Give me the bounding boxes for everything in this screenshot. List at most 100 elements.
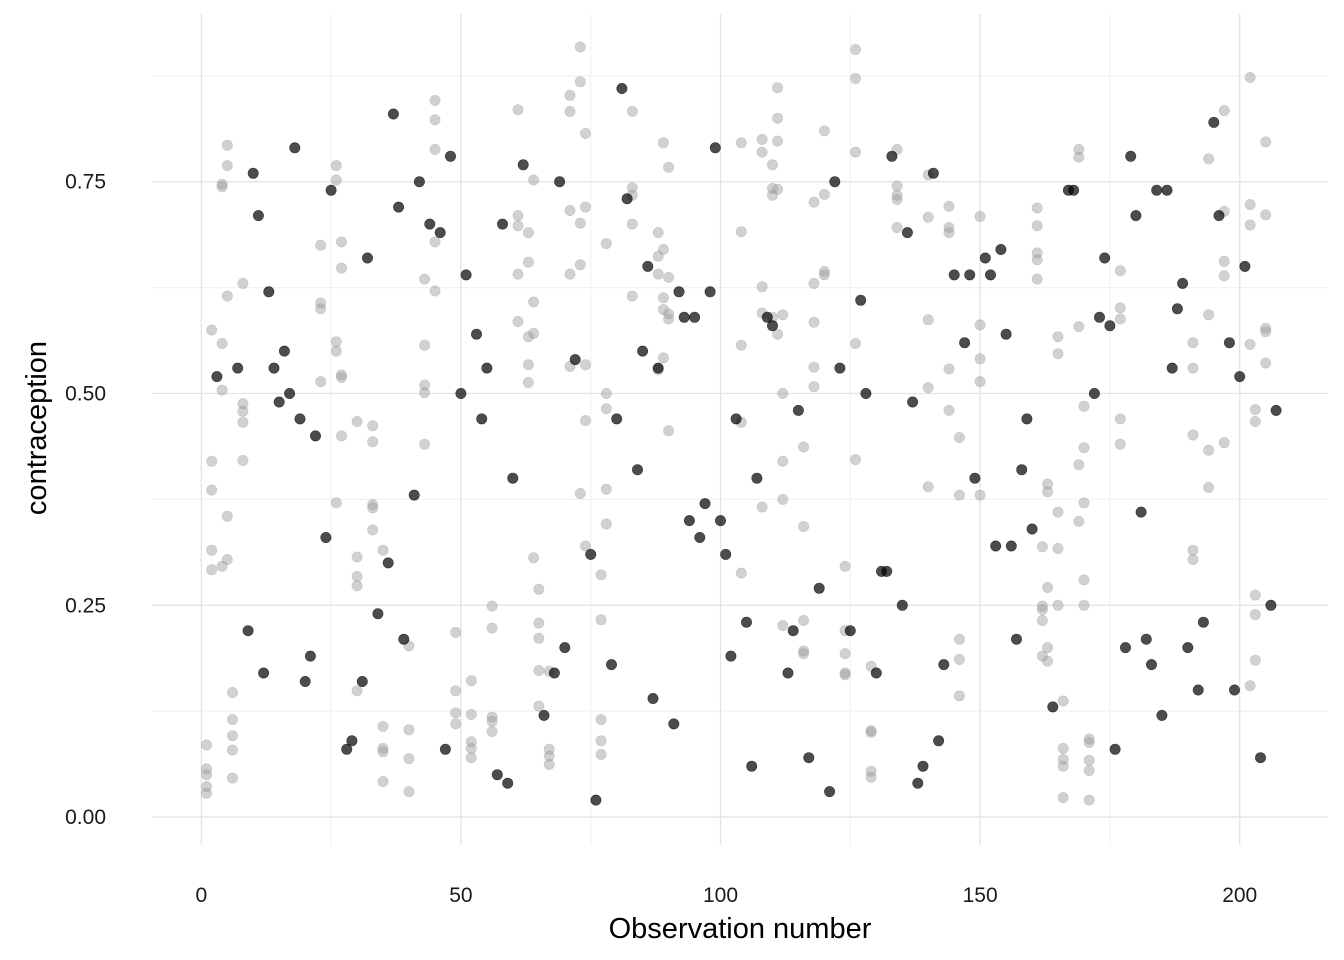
light-data-point — [216, 384, 228, 396]
light-data-point — [798, 648, 810, 660]
light-data-point — [528, 552, 540, 564]
light-data-point — [766, 159, 778, 171]
light-data-point — [330, 336, 342, 348]
dark-data-point — [278, 345, 290, 357]
light-data-point — [849, 454, 861, 466]
light-data-point — [237, 454, 249, 466]
light-data-point — [403, 786, 415, 798]
light-data-point — [1073, 321, 1085, 333]
light-data-point — [943, 404, 955, 416]
light-data-point — [330, 160, 342, 172]
light-data-point — [1260, 322, 1272, 334]
dark-data-point — [1135, 506, 1147, 518]
light-data-point — [201, 739, 213, 751]
light-data-point — [595, 714, 607, 726]
light-data-point — [777, 309, 789, 321]
light-data-point — [1036, 541, 1048, 553]
dark-data-point — [694, 531, 706, 543]
light-data-point — [351, 415, 363, 427]
dark-data-point — [242, 625, 254, 637]
light-data-point — [1042, 478, 1054, 490]
light-data-point — [450, 685, 462, 697]
dark-data-point — [1208, 116, 1220, 128]
light-data-point — [543, 750, 555, 762]
light-data-point — [663, 161, 675, 173]
light-data-point — [574, 41, 586, 53]
light-data-point — [533, 583, 545, 595]
dark-data-point — [1094, 311, 1106, 323]
light-data-point — [1042, 581, 1054, 593]
y-axis-title: contraception — [21, 341, 53, 515]
light-data-point — [486, 600, 498, 612]
light-data-point — [1187, 544, 1199, 556]
light-data-point — [1244, 338, 1256, 350]
dark-data-point — [460, 269, 472, 281]
light-data-point — [315, 239, 327, 251]
light-data-point — [315, 297, 327, 309]
light-data-point — [1042, 486, 1054, 498]
dark-data-point — [455, 387, 467, 399]
dark-data-point — [746, 760, 758, 772]
light-data-point — [798, 614, 810, 626]
light-data-point — [377, 742, 389, 754]
light-data-point — [943, 363, 955, 375]
light-data-point — [818, 269, 830, 281]
dark-data-point — [979, 252, 991, 264]
light-data-point — [808, 316, 820, 328]
light-data-point — [777, 387, 789, 399]
light-data-point — [1078, 574, 1090, 586]
dark-data-point — [470, 328, 482, 340]
light-data-point — [221, 553, 233, 565]
light-data-point — [419, 273, 431, 285]
dark-data-point — [361, 252, 373, 264]
light-data-point — [865, 726, 877, 738]
light-data-point — [735, 137, 747, 149]
light-data-point — [465, 742, 477, 754]
light-data-point — [839, 648, 851, 660]
light-data-point — [579, 540, 591, 552]
dark-data-point — [1140, 633, 1152, 645]
dark-data-point — [289, 142, 301, 154]
light-data-point — [1218, 105, 1230, 117]
light-data-point — [663, 313, 675, 325]
light-data-point — [579, 127, 591, 139]
light-data-point — [419, 438, 431, 450]
light-data-point — [335, 262, 347, 274]
light-data-point — [891, 194, 903, 206]
light-data-point — [1260, 209, 1272, 221]
light-data-point — [574, 76, 586, 88]
x-tick-label: 200 — [1222, 884, 1257, 907]
light-data-point — [922, 211, 934, 223]
light-data-point — [777, 455, 789, 467]
light-data-point — [808, 277, 820, 289]
light-data-point — [1073, 515, 1085, 527]
dark-data-point — [1166, 362, 1178, 374]
dark-data-point — [1021, 413, 1033, 425]
light-data-point — [221, 160, 233, 172]
light-data-point — [1249, 415, 1261, 427]
dark-data-point — [709, 142, 721, 154]
light-data-point — [891, 222, 903, 234]
dark-data-point — [652, 362, 664, 374]
light-data-point — [486, 622, 498, 634]
dark-data-point — [491, 769, 503, 781]
dark-data-point — [938, 659, 950, 671]
light-data-point — [1031, 247, 1043, 259]
dark-data-point — [1192, 684, 1204, 696]
dark-data-point — [824, 786, 836, 798]
dark-data-point — [1255, 752, 1267, 764]
dark-data-point — [611, 413, 623, 425]
light-data-point — [1203, 444, 1215, 456]
dark-data-point — [1197, 616, 1209, 628]
dark-data-point — [1104, 320, 1116, 332]
light-data-point — [465, 675, 477, 687]
light-data-point — [600, 483, 612, 495]
light-data-point — [1073, 144, 1085, 156]
light-data-point — [201, 787, 213, 799]
dark-data-point — [1270, 404, 1282, 416]
dark-data-point — [434, 227, 446, 239]
dark-data-point — [751, 472, 763, 484]
light-data-point — [626, 105, 638, 117]
light-data-point — [1218, 437, 1230, 449]
light-data-point — [564, 205, 576, 217]
